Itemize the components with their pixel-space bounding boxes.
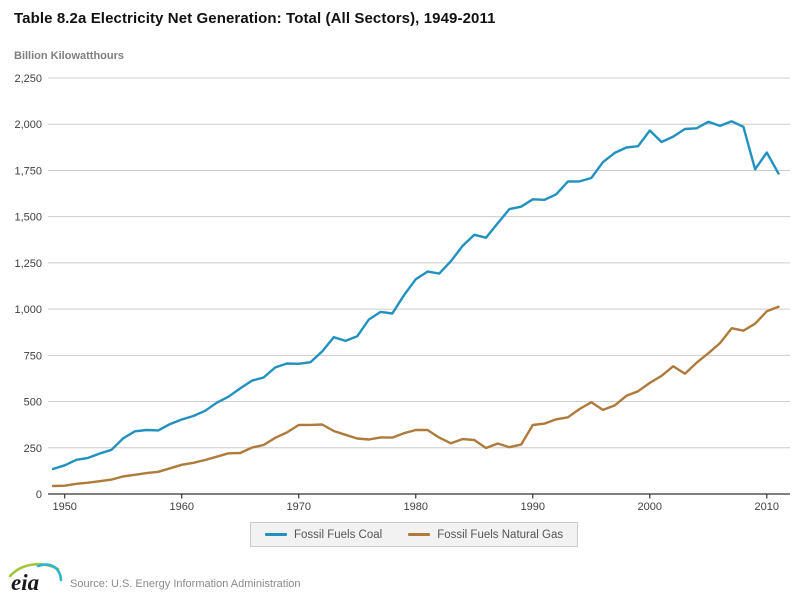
gas-line-swatch-icon [408, 533, 431, 536]
y-tick-label-1000: 1,000 [14, 304, 42, 316]
y-tick-label-1250: 1,250 [14, 258, 42, 270]
legend-item-natural-gas: Fossil Fuels Natural Gas [408, 529, 563, 541]
x-tick-label-1960: 1960 [169, 501, 193, 513]
source-text: Source: U.S. Energy Information Administ… [70, 578, 301, 590]
y-tick-label-0: 0 [36, 489, 42, 501]
gas-line [51, 305, 780, 488]
legend-item-coal: Fossil Fuels Coal [265, 529, 382, 541]
x-tick-label-2000: 2000 [638, 501, 662, 513]
chart-title: Table 8.2a Electricity Net Generation: T… [14, 10, 496, 27]
x-tick-label-1950: 1950 [52, 501, 76, 513]
y-tick-label-2250: 2,250 [14, 73, 42, 85]
coal-line [51, 120, 780, 471]
legend-label-coal: Fossil Fuels Coal [294, 528, 383, 541]
y-tick-label-2000: 2,000 [14, 119, 42, 131]
eia-logo-text: eia [11, 570, 39, 594]
legend-label-natural-gas: Fossil Fuels Natural Gas [437, 528, 564, 541]
x-tick-label-2010: 2010 [755, 501, 779, 513]
x-tick-label-1980: 1980 [404, 501, 428, 513]
chart-legend: Fossil Fuels Coal Fossil Fuels Natural G… [250, 522, 579, 547]
y-tick-label-750: 750 [24, 350, 42, 362]
y-tick-label-500: 500 [24, 397, 42, 409]
y-tick-label-1750: 1,750 [14, 165, 42, 177]
eia-logo: eia [8, 562, 63, 594]
footer: eia [8, 558, 64, 594]
coal-line-swatch-icon [265, 533, 287, 536]
x-tick-label-1970: 1970 [286, 501, 310, 513]
y-tick-label-250: 250 [24, 443, 42, 455]
eia-logo-blue-swoosh-icon [36, 563, 63, 582]
y-tick-label-1500: 1,500 [14, 212, 42, 224]
x-tick-label-1990: 1990 [521, 501, 545, 513]
chart-units-label: Billion Kilowatthours [14, 50, 124, 62]
